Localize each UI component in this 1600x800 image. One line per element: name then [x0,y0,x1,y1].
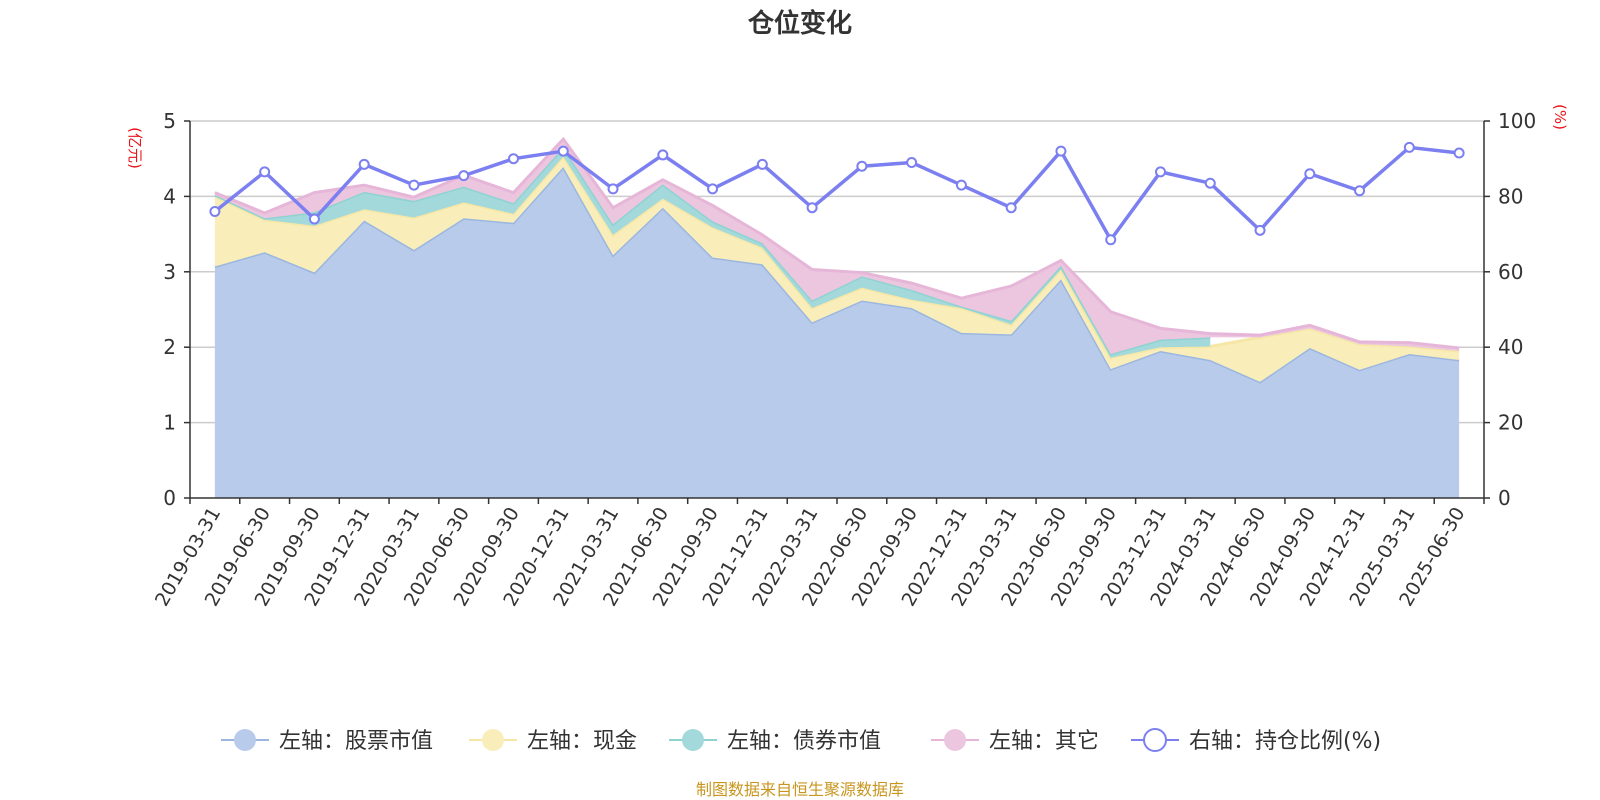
right-y-tick-label: 40 [1498,335,1523,359]
ratio-point [657,149,669,161]
ratio-point [308,213,320,225]
ratio-point [806,202,818,214]
ratio-point [508,153,519,165]
ratio-point [707,183,719,195]
ratio-point [1105,234,1117,246]
ratio-point [557,145,569,157]
left-axis-unit: (亿元) [126,127,144,169]
right-y-tick-label: 20 [1498,411,1523,435]
legend: 左轴：股票市值 左轴：现金 左轴：债券市值 左轴：其它 右轴：持仓比例(%) [221,728,1381,754]
ratio-line [209,141,1465,246]
ratio-point [607,183,619,195]
left-y-tick-label: 1 [163,411,176,435]
stacked-areas [214,136,1460,498]
legend-label: 左轴：其它 [989,729,1099,754]
legend-label: 左轴：债券市值 [727,729,881,754]
ratio-point [408,179,420,191]
legend-item-3[interactable]: 左轴：债券市值 [669,729,881,754]
ratio-point [1453,147,1465,159]
right-y-tick-label: 80 [1498,184,1523,208]
area-edge-4 [214,136,1460,350]
legend-item-5[interactable]: 右轴：持仓比例(%) [1131,728,1381,754]
legend-marker [234,729,256,751]
ratio-point [458,170,470,182]
ratio-point [1204,177,1216,189]
ratio-point [1254,224,1266,236]
legend-label: 左轴：股票市值 [279,729,433,754]
ratio-point [209,205,221,217]
ratio-point [856,160,868,172]
ratio-point [906,156,918,168]
left-y-tick-label: 5 [163,109,176,133]
legend-marker [482,729,504,751]
right-y-tick-label: 0 [1498,486,1511,510]
legend-marker [682,729,704,751]
left-y-tick-label: 2 [163,335,176,359]
ratio-point [756,158,768,170]
legend-marker [1143,728,1167,752]
ratio-point [1005,202,1017,214]
left-y-tick-label: 0 [163,486,176,510]
legend-item-4[interactable]: 左轴：其它 [931,729,1099,754]
legend-label: 左轴：现金 [527,729,637,754]
legend-item-2[interactable]: 左轴：现金 [469,729,637,754]
legend-label: 右轴：持仓比例(%) [1189,729,1381,754]
legend-item-1[interactable]: 左轴：股票市值 [221,729,433,754]
ratio-point [1403,141,1415,153]
left-y-tick-label: 4 [163,184,176,208]
ratio-point [955,179,967,191]
ratio-point [1155,166,1166,178]
ratio-line-path [213,145,1460,243]
ratio-point [1055,145,1067,157]
right-y-tick-label: 100 [1498,109,1536,133]
ratio-point [1304,168,1316,180]
area-fill-3 [214,147,1211,358]
ratio-point [358,158,370,170]
source-note: 制图数据来自恒生聚源数据库 [696,780,904,799]
chart-title: 仓位变化 [747,8,852,39]
left-y-tick-label: 3 [163,260,176,284]
right-y-tick-label: 60 [1498,260,1523,284]
ratio-point [259,166,271,178]
right-axis-unit: (%) [1551,104,1569,130]
area-fill-1 [214,166,1460,498]
legend-marker [944,729,966,751]
ratio-point [1354,185,1366,197]
